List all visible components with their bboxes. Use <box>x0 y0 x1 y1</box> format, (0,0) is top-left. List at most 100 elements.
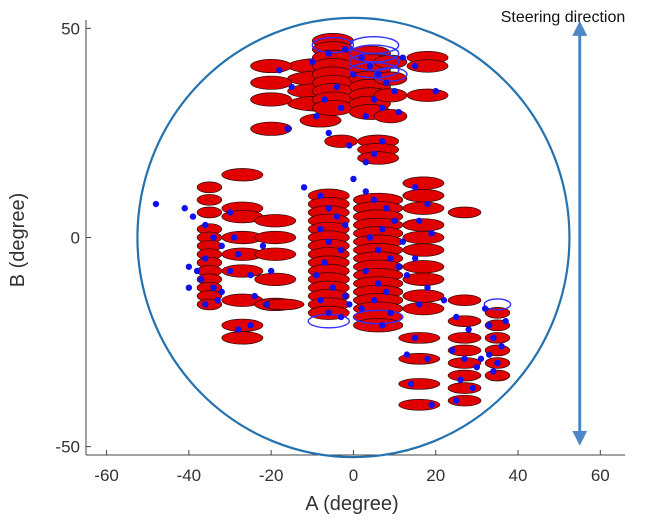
data-point <box>473 363 481 371</box>
boundary-circle <box>136 16 571 459</box>
filled-ellipse <box>254 272 297 286</box>
filled-ellipse <box>250 58 293 74</box>
data-point <box>247 322 254 329</box>
y-axis-title: B (degree) <box>7 193 29 288</box>
data-point <box>193 267 201 275</box>
data-point <box>321 96 328 103</box>
filled-ellipse <box>221 168 264 182</box>
data-point <box>350 71 357 78</box>
data-point <box>329 284 337 291</box>
data-point <box>391 217 398 224</box>
data-point <box>198 276 205 283</box>
data-point <box>416 217 423 224</box>
data-point <box>424 284 431 291</box>
data-point <box>486 322 493 329</box>
open-ellipse <box>348 44 400 63</box>
data-point <box>218 242 225 250</box>
data-point <box>235 251 242 258</box>
x-tick-label: 20 <box>426 466 445 485</box>
filled-ellipse <box>262 298 305 311</box>
data-point <box>370 96 378 103</box>
data-point <box>383 205 390 212</box>
open-ellipse <box>311 36 355 54</box>
data-point <box>498 343 505 350</box>
data-point <box>325 238 332 245</box>
data-point <box>411 334 419 342</box>
data-point <box>325 205 332 212</box>
filled-ellipse <box>484 369 511 382</box>
data-point <box>387 255 394 262</box>
data-point <box>379 104 386 112</box>
data-point <box>251 292 258 300</box>
filled-ellipse <box>353 318 404 333</box>
data-point <box>370 150 378 158</box>
data-point <box>490 334 497 342</box>
data-point <box>490 368 497 375</box>
data-point <box>300 184 308 191</box>
data-point <box>333 213 341 220</box>
data-point <box>448 347 456 354</box>
data-point <box>309 58 316 66</box>
data-point <box>481 305 489 312</box>
data-point <box>226 267 234 275</box>
x-axis-title: A (degree) <box>305 493 398 515</box>
filled-ellipse <box>402 230 445 245</box>
filled-ellipse <box>402 301 445 316</box>
open-ellipse <box>348 52 400 71</box>
filled-ellipse <box>196 206 223 219</box>
data-point <box>399 238 407 245</box>
data-point <box>226 209 234 216</box>
data-point <box>276 66 283 74</box>
data-point <box>202 301 209 308</box>
data-point <box>453 313 460 321</box>
data-point <box>337 104 345 112</box>
data-point <box>342 292 349 300</box>
data-point <box>189 213 197 220</box>
filled-ellipse <box>406 59 449 73</box>
data-point <box>502 317 509 325</box>
filled-ellipse <box>398 332 441 344</box>
data-point <box>247 271 254 279</box>
data-point <box>370 196 378 204</box>
filled-ellipse <box>324 134 358 148</box>
data-point <box>263 301 271 308</box>
y-tick-label: 50 <box>61 19 80 38</box>
data-point <box>362 159 369 166</box>
x-tick-label: 0 <box>349 466 358 485</box>
data-point <box>259 242 267 250</box>
data-point <box>337 246 345 254</box>
data-point <box>403 271 411 279</box>
filled-ellipse <box>402 289 445 303</box>
filled-ellipse <box>373 71 408 86</box>
data-point <box>333 83 341 91</box>
data-point <box>350 175 357 183</box>
data-point <box>440 297 448 304</box>
data-point <box>374 280 382 287</box>
data-point <box>337 313 345 321</box>
data-point <box>453 397 460 404</box>
filled-ellipse <box>250 92 293 107</box>
filled-ellipse <box>402 189 445 203</box>
filled-ellipse <box>447 382 482 394</box>
data-point <box>346 301 353 308</box>
data-point <box>362 188 369 195</box>
data-point <box>342 46 349 53</box>
open-ellipse <box>483 298 512 311</box>
filled-ellipse <box>254 247 297 261</box>
data-point <box>152 200 160 208</box>
filled-ellipse <box>484 332 511 344</box>
data-point <box>202 221 209 229</box>
filled-ellipse <box>221 331 264 345</box>
filled-ellipse <box>402 218 445 232</box>
data-point <box>366 234 374 241</box>
data-point <box>181 205 188 212</box>
data-point <box>395 263 402 270</box>
data-point <box>284 125 291 132</box>
filled-ellipse <box>221 318 264 332</box>
data-point <box>210 284 217 291</box>
data-point <box>325 50 332 57</box>
filled-ellipse <box>484 307 511 319</box>
data-point <box>317 192 324 199</box>
filled-ellipse <box>402 176 445 190</box>
